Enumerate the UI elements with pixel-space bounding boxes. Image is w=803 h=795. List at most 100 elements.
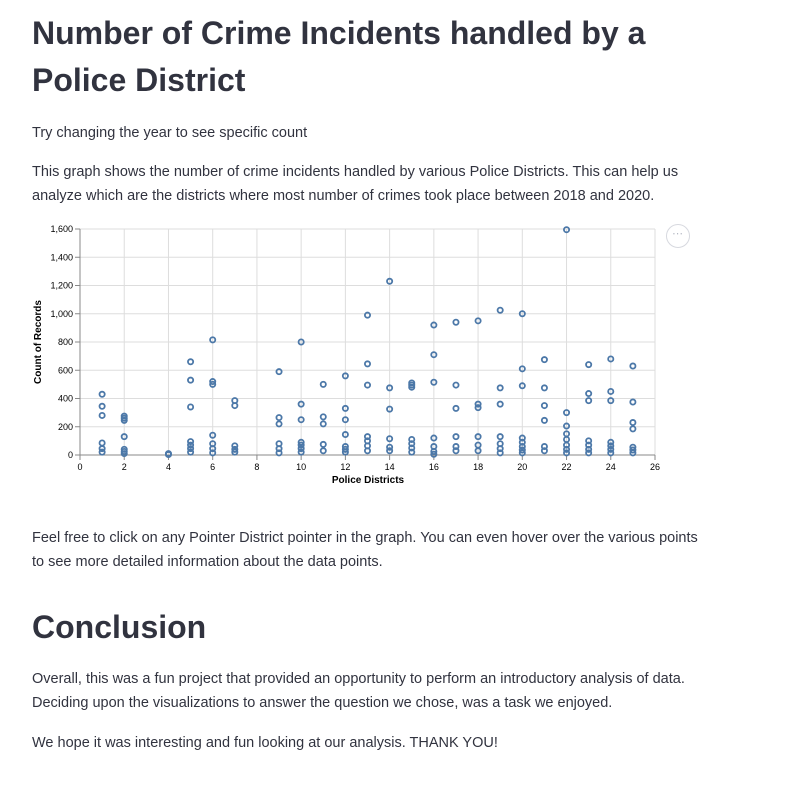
data-point[interactable] [386, 277, 394, 285]
data-point[interactable] [98, 390, 106, 398]
data-point[interactable] [430, 447, 438, 455]
data-point[interactable] [231, 442, 239, 450]
data-point[interactable] [430, 321, 438, 329]
data-point[interactable] [518, 438, 526, 446]
data-point[interactable] [98, 402, 106, 410]
data-point[interactable] [629, 398, 637, 406]
data-point[interactable] [452, 443, 460, 451]
data-point[interactable] [408, 444, 416, 452]
data-point[interactable] [563, 422, 571, 430]
data-point[interactable] [518, 434, 526, 442]
data-point[interactable] [452, 318, 460, 326]
data-point[interactable] [585, 449, 593, 457]
data-point[interactable] [363, 311, 371, 319]
data-point[interactable] [496, 445, 504, 453]
data-point[interactable] [297, 441, 305, 449]
data-point[interactable] [474, 400, 482, 408]
data-point[interactable] [209, 378, 217, 386]
data-point[interactable] [452, 404, 460, 412]
data-point[interactable] [518, 449, 526, 457]
data-point[interactable] [408, 440, 416, 448]
data-point[interactable] [341, 416, 349, 424]
data-point[interactable] [585, 437, 593, 445]
data-point[interactable] [98, 439, 106, 447]
data-point[interactable] [607, 449, 615, 457]
data-point[interactable] [540, 402, 548, 410]
data-point[interactable] [297, 416, 305, 424]
data-point[interactable] [363, 433, 371, 441]
data-point[interactable] [408, 383, 416, 391]
data-point[interactable] [607, 445, 615, 453]
data-point[interactable] [98, 445, 106, 453]
data-point[interactable] [496, 400, 504, 408]
data-point[interactable] [430, 351, 438, 359]
data-point[interactable] [629, 425, 637, 433]
data-point[interactable] [518, 382, 526, 390]
data-point[interactable] [275, 420, 283, 428]
data-point[interactable] [496, 449, 504, 457]
data-point[interactable] [209, 336, 217, 344]
data-point[interactable] [209, 449, 217, 457]
data-point[interactable] [496, 306, 504, 314]
data-point[interactable] [120, 450, 128, 458]
data-point[interactable] [474, 447, 482, 455]
data-point[interactable] [187, 445, 195, 453]
data-point[interactable] [585, 397, 593, 405]
data-point[interactable] [540, 356, 548, 364]
data-point[interactable] [341, 445, 349, 453]
data-point[interactable] [297, 400, 305, 408]
data-point[interactable] [275, 414, 283, 422]
data-point[interactable] [629, 419, 637, 427]
data-point[interactable] [629, 446, 637, 454]
data-point[interactable] [231, 448, 239, 456]
data-point[interactable] [540, 443, 548, 451]
data-point[interactable] [341, 372, 349, 380]
data-point[interactable] [386, 447, 394, 455]
data-point[interactable] [363, 447, 371, 455]
data-point[interactable] [120, 416, 128, 424]
data-point[interactable] [319, 447, 327, 455]
data-point[interactable] [363, 360, 371, 368]
data-point[interactable] [585, 445, 593, 453]
data-point[interactable] [563, 435, 571, 443]
data-point[interactable] [209, 445, 217, 453]
data-point[interactable] [518, 365, 526, 373]
data-point[interactable] [563, 226, 571, 234]
data-point[interactable] [164, 451, 172, 459]
data-point[interactable] [452, 381, 460, 389]
data-point[interactable] [518, 446, 526, 454]
data-point[interactable] [275, 445, 283, 453]
data-point[interactable] [430, 450, 438, 458]
data-point[interactable] [187, 376, 195, 384]
data-point[interactable] [474, 404, 482, 412]
data-point[interactable] [540, 416, 548, 424]
data-point[interactable] [518, 310, 526, 318]
data-point[interactable] [187, 358, 195, 366]
data-point[interactable] [585, 441, 593, 449]
data-point[interactable] [607, 387, 615, 395]
data-point[interactable] [607, 438, 615, 446]
data-point[interactable] [386, 384, 394, 392]
data-point[interactable] [98, 448, 106, 456]
data-point[interactable] [563, 409, 571, 417]
data-point[interactable] [275, 368, 283, 376]
data-point[interactable] [209, 431, 217, 439]
data-point[interactable] [585, 390, 593, 398]
data-point[interactable] [319, 380, 327, 388]
data-point[interactable] [607, 442, 615, 450]
data-point[interactable] [231, 402, 239, 410]
data-point[interactable] [341, 448, 349, 456]
data-point[interactable] [585, 361, 593, 369]
data-point[interactable] [474, 317, 482, 325]
data-point[interactable] [98, 411, 106, 419]
data-point[interactable] [563, 445, 571, 453]
data-point[interactable] [563, 449, 571, 457]
data-point[interactable] [319, 440, 327, 448]
data-point[interactable] [540, 384, 548, 392]
data-point[interactable] [452, 433, 460, 441]
data-point[interactable] [386, 435, 394, 443]
data-point[interactable] [341, 431, 349, 439]
data-point[interactable] [187, 438, 195, 446]
chart-actions-menu-button[interactable]: ⋯ [666, 224, 690, 248]
data-point[interactable] [496, 384, 504, 392]
